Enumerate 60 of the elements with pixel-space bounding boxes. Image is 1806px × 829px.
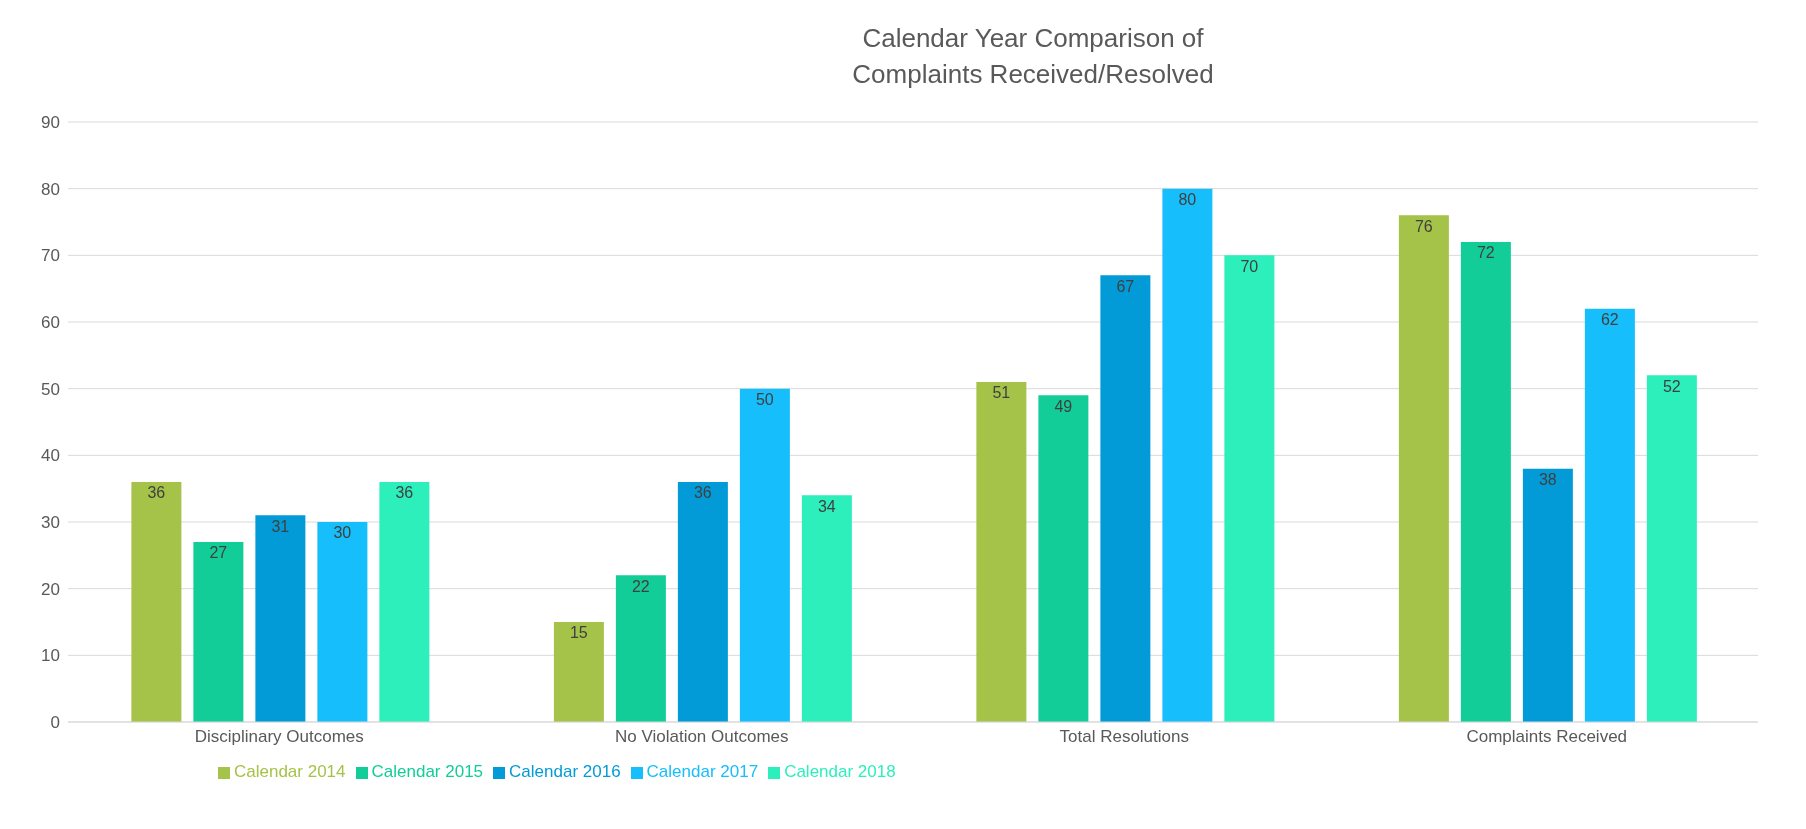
bar [255, 515, 306, 722]
y-tick-label: 50 [41, 379, 60, 399]
y-tick-label: 40 [41, 446, 60, 466]
bar [1584, 308, 1635, 722]
y-tick-label: 30 [41, 513, 60, 533]
data-label: 38 [1538, 471, 1557, 489]
data-label: 72 [1476, 244, 1495, 262]
bar [1224, 255, 1275, 722]
bar [1398, 215, 1449, 722]
y-tick-label: 0 [50, 713, 60, 733]
bar [615, 575, 666, 722]
bar [976, 382, 1027, 722]
y-tick-label: 70 [41, 246, 60, 266]
x-tick-label: Total Resolutions [1059, 727, 1189, 747]
data-label: 76 [1414, 217, 1433, 235]
bar [553, 622, 604, 722]
data-label: 34 [817, 497, 836, 515]
data-label: 50 [755, 391, 774, 409]
bar [801, 495, 852, 722]
legend-label: Calendar 2017 [646, 762, 759, 781]
data-label: 30 [333, 524, 352, 542]
data-label: 22 [631, 577, 650, 595]
bar [739, 388, 790, 722]
x-tick-label: Complaints Received [1466, 727, 1628, 747]
chart-title: Calendar Year Comparison of Complaints Received/Resolved [851, 22, 1215, 91]
bar [1038, 395, 1089, 722]
bar [677, 482, 728, 722]
data-label: 36 [693, 484, 712, 502]
data-label: 15 [569, 624, 588, 642]
data-label: 36 [395, 484, 414, 502]
bar [1646, 375, 1697, 722]
bar [1162, 188, 1213, 722]
x-tick-label: Disciplinary Outcomes [194, 727, 364, 747]
legend-label: Calendar 2014 [234, 762, 346, 781]
y-tick-label: 90 [41, 113, 60, 133]
data-label: 67 [1116, 277, 1135, 295]
legend-label: Calendar 2015 [371, 762, 484, 781]
bar [131, 482, 182, 722]
data-label: 31 [271, 517, 290, 535]
bar [317, 522, 368, 722]
y-tick-label: 10 [41, 646, 60, 666]
bar [1100, 275, 1151, 722]
bar [1460, 242, 1511, 722]
y-tick-label: 60 [41, 313, 60, 333]
y-tick-label: 20 [41, 579, 60, 599]
data-label: 70 [1240, 257, 1259, 275]
data-label: 51 [992, 384, 1011, 402]
bar [1522, 468, 1573, 722]
bar [379, 482, 430, 722]
data-label: 80 [1178, 191, 1197, 209]
data-label: 52 [1662, 377, 1681, 395]
data-label: 36 [147, 484, 166, 502]
data-label: 49 [1054, 397, 1073, 415]
data-label: 62 [1600, 311, 1619, 329]
legend-label: Calendar 2016 [509, 762, 621, 781]
bar [193, 542, 244, 722]
data-label: 27 [209, 544, 228, 562]
y-tick-label: 80 [41, 179, 60, 199]
legend-label: Calendar 2018 [784, 762, 896, 781]
x-tick-label: No Violation Outcomes [614, 727, 789, 747]
